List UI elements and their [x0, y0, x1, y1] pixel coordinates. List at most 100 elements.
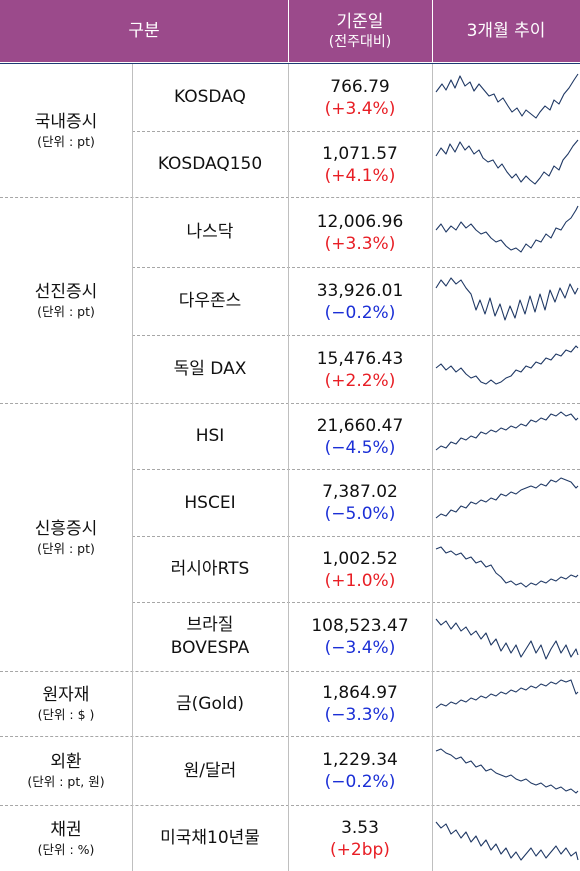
row-divider: [0, 403, 580, 404]
index-value: 1,229.34: [322, 750, 398, 770]
value-cell: 3.53 (+2bp): [288, 806, 432, 871]
sparkline-hscei: [435, 477, 579, 519]
weekly-change: (−5.0%): [324, 504, 396, 524]
row-divider: [132, 469, 580, 470]
group-name: 외환: [50, 752, 82, 772]
row-divider: [0, 736, 580, 737]
index-value: 7,387.02: [322, 482, 398, 502]
index-name: 금(Gold): [176, 693, 244, 714]
row-divider: [132, 131, 580, 132]
index-value: 3.53: [341, 817, 379, 838]
index-name-cell: 다우존스: [132, 268, 288, 335]
index-name-cell: 금(Gold): [132, 672, 288, 736]
index-name: KOSDAQ: [174, 87, 246, 107]
weekly-change: (+4.1%): [324, 165, 396, 186]
index-name: HSI: [195, 426, 225, 446]
weekly-change: (+2bp): [330, 839, 390, 860]
row-divider: [0, 197, 580, 198]
value-cell: 7,387.02 (−5.0%): [288, 470, 432, 536]
group-unit: (단위 : pt, 원): [27, 774, 105, 789]
row-divider: [132, 335, 580, 336]
index-value: 1,864.97: [322, 683, 398, 703]
index-name-cell: 원/달러: [132, 737, 288, 805]
row-divider: [132, 267, 580, 268]
group-name: 신흥증시: [34, 518, 98, 539]
row-divider: [132, 602, 580, 603]
index-name: HSCEI: [184, 492, 236, 513]
value-cell: 1,071.57 (+4.1%): [288, 132, 432, 197]
header-date-label: 기준일: [336, 11, 384, 32]
header-category: 구분: [0, 0, 288, 62]
group-unit: (단위 : pt): [37, 303, 95, 319]
group-name: 선진증시: [34, 281, 98, 302]
index-name-cell: KOSDAQ: [132, 64, 288, 131]
value-cell: 1,002.52 (+1.0%): [288, 537, 432, 602]
index-name: KOSDAQ150: [157, 154, 263, 174]
index-name-cell: 브라질 BOVESPA: [132, 603, 288, 671]
value-cell: 15,476.43 (+2.2%): [288, 336, 432, 403]
weekly-change: (−0.2%): [324, 302, 396, 323]
sparkline-dowjones: [435, 277, 579, 321]
group-name: 원자재: [42, 685, 90, 705]
index-value: 33,926.01: [316, 280, 404, 301]
index-name: 러시아RTS: [170, 559, 250, 579]
weekly-change: (−0.2%): [324, 772, 396, 792]
row-divider: [0, 805, 580, 806]
group-bonds: 채권 (단위 : %): [0, 806, 132, 871]
index-name: 원/달러: [183, 760, 237, 781]
index-name-cell: 독일 DAX: [132, 336, 288, 403]
header-divider: [288, 0, 289, 62]
weekly-change: (−4.5%): [324, 437, 396, 458]
header-trend: 3개월 추이: [432, 0, 580, 62]
value-cell: 33,926.01 (−0.2%): [288, 268, 432, 335]
value-cell: 1,864.97 (−3.3%): [288, 672, 432, 736]
sparkline-gold: [435, 679, 579, 709]
sparkline-ust10y: [435, 821, 579, 861]
value-cell: 21,660.47 (−4.5%): [288, 404, 432, 469]
group-unit: (단위 : pt): [37, 540, 95, 556]
index-value: 15,476.43: [316, 348, 404, 369]
row-divider: [0, 63, 580, 64]
value-cell: 1,229.34 (−0.2%): [288, 737, 432, 805]
index-name: 다우존스: [178, 291, 242, 311]
index-value: 1,071.57: [322, 143, 398, 164]
weekly-change: (−3.3%): [324, 705, 396, 725]
group-commodities: 원자재 (단위 : $ ): [0, 672, 132, 736]
group-unit: (단위 : %): [37, 841, 95, 857]
value-cell: 12,006.96 (+3.3%): [288, 198, 432, 267]
index-value: 766.79: [330, 76, 390, 97]
group-name: 채권: [50, 819, 82, 840]
row-divider: [132, 536, 580, 537]
group-name: 국내증시: [34, 111, 98, 132]
sparkline-dax: [435, 345, 579, 385]
group-developed: 선진증시 (단위 : pt): [0, 198, 132, 403]
index-name-cell: KOSDAQ150: [132, 132, 288, 197]
weekly-change: (−3.4%): [324, 638, 396, 658]
index-name-cell: 러시아RTS: [132, 537, 288, 602]
sparkline-usdkrw: [435, 748, 579, 794]
sparkline-nasdaq: [435, 205, 579, 253]
value-cell: 108,523.47 (−3.4%): [288, 603, 432, 671]
group-fx: 외환 (단위 : pt, 원): [0, 737, 132, 805]
index-name: 브라질: [186, 615, 234, 635]
index-name-cell: 나스닥: [132, 198, 288, 267]
header-trend-label: 3개월 추이: [466, 20, 546, 41]
group-unit: (단위 : $ ): [37, 707, 95, 722]
index-name-cell: HSCEI: [132, 470, 288, 536]
header-divider: [432, 0, 433, 62]
index-value: 12,006.96: [316, 211, 404, 232]
group-emerging: 신흥증시 (단위 : pt): [0, 404, 132, 671]
row-divider: [0, 671, 580, 672]
sparkline-kosdaq150: [435, 139, 579, 185]
index-name-line2: BOVESPA: [170, 638, 250, 658]
index-value: 108,523.47: [311, 616, 409, 636]
value-cell: 766.79 (+3.4%): [288, 64, 432, 131]
index-name-cell: HSI: [132, 404, 288, 469]
index-name: 미국채10년물: [160, 828, 260, 848]
index-value: 21,660.47: [316, 415, 404, 436]
weekly-change: (+3.4%): [324, 98, 396, 119]
weekly-change: (+3.3%): [324, 233, 396, 254]
index-name: 나스닥: [186, 222, 234, 242]
column-divider: [288, 64, 289, 871]
sparkline-hsi: [435, 411, 579, 451]
